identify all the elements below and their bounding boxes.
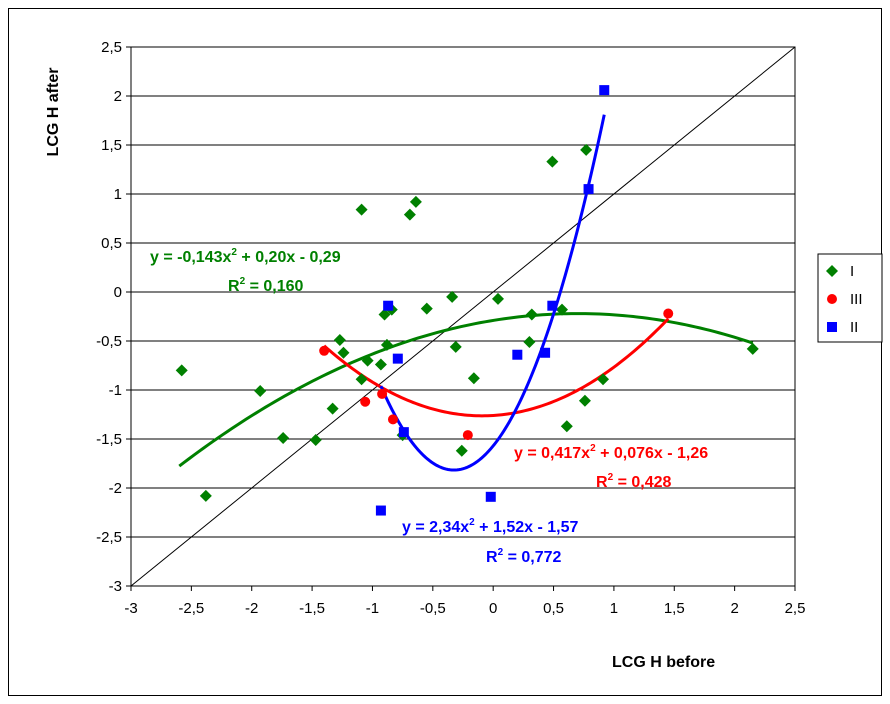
x-tick-label: 1,5 [664, 600, 685, 617]
x-tick-label: -1 [366, 600, 379, 617]
x-tick-label: 1 [610, 600, 618, 617]
data-point-II [512, 349, 523, 360]
data-point-II [375, 505, 386, 516]
data-point-I [746, 342, 759, 355]
legend-label-I: I [850, 263, 854, 280]
x-tick-label: -2,5 [178, 600, 204, 617]
data-point-I [449, 340, 462, 353]
data-point-I [525, 308, 538, 321]
data-point-I [333, 334, 346, 347]
data-point-II [583, 184, 594, 195]
data-point-I [560, 420, 573, 433]
data-point-III [387, 414, 398, 425]
data-point-I [355, 373, 368, 386]
data-point-I [455, 444, 468, 457]
data-point-I [546, 155, 559, 168]
trendline-II [379, 114, 606, 472]
axes: -3 -2,5 -2 -1,5 -1 -0,5 0 0,5 1 1,5 2 2,5 -3 -2,5 -2 -1… [96, 39, 805, 617]
trendline-I [178, 312, 754, 468]
data-point-I [199, 489, 212, 502]
y-tick-label: -2,5 [96, 529, 122, 546]
plot-area-border [130, 46, 796, 587]
x-tick-label: -0,5 [420, 600, 446, 617]
x-tick-label: 0 [489, 600, 497, 617]
legend-marker-I [826, 265, 838, 277]
data-point-II [398, 427, 409, 438]
data-point-I [523, 335, 536, 348]
legend-label-II: II [850, 319, 858, 336]
x-tick-label: -1,5 [299, 600, 325, 617]
data-points [175, 85, 759, 516]
data-point-I [337, 346, 350, 359]
data-point-III [462, 430, 473, 441]
identity-line [130, 46, 796, 587]
data-point-I [580, 143, 593, 156]
trendline-III-r2: R2 = 0,428 [596, 472, 672, 491]
legend-marker-III [827, 294, 837, 304]
x-tick-label: 0,5 [543, 600, 564, 617]
legend-label-III: III [850, 291, 863, 308]
data-point-I [420, 302, 433, 315]
data-point-II [392, 353, 403, 364]
data-point-I [326, 402, 339, 415]
x-tick-label: -2 [245, 600, 258, 617]
x-tick-label: 2,5 [785, 600, 806, 617]
data-point-I [578, 394, 591, 407]
data-point-I [355, 203, 368, 216]
data-point-I [555, 303, 568, 316]
x-tick-label: -3 [124, 600, 137, 617]
y-tick-label: 2,5 [101, 39, 122, 56]
y-tick-label: 2 [114, 88, 122, 105]
data-point-III [360, 396, 371, 407]
trendline-I-equation: y = -0,143x2 + 0,20x - 0,29 [150, 247, 341, 266]
y-tick-label: 0,5 [101, 235, 122, 252]
trendline-III [323, 317, 670, 418]
data-point-III [377, 388, 388, 399]
data-point-II [383, 300, 394, 311]
data-point-I [446, 290, 459, 303]
data-point-I [309, 433, 322, 446]
data-point-I [254, 384, 267, 397]
data-point-I [403, 208, 416, 221]
data-point-I [374, 358, 387, 371]
trendline-II-r2: R2 = 0,772 [486, 547, 562, 566]
legend-marker-II [827, 322, 837, 332]
data-point-II [485, 491, 496, 502]
x-axis-title: LCG H before [612, 654, 715, 671]
y-axis-title: LCG H after [45, 68, 62, 157]
trendline-I-r2: R2 = 0,160 [228, 276, 304, 295]
data-point-I [467, 372, 480, 385]
data-point-I [378, 308, 391, 321]
data-point-I [597, 373, 610, 386]
y-tick-label: -1 [109, 382, 122, 399]
trendline-II-equation: y = 2,34x2 + 1,52x - 1,57 [402, 517, 578, 536]
data-point-II [547, 300, 558, 311]
data-point-III [663, 308, 674, 319]
x-tick-label: 2 [730, 600, 738, 617]
data-point-I [361, 354, 374, 367]
data-point-III [319, 345, 330, 356]
data-point-I [492, 292, 505, 305]
trendline-III-equation: y = 0,417x2 + 0,076x - 1,26 [514, 443, 708, 462]
data-point-I [409, 195, 422, 208]
y-tick-label: -2 [109, 480, 122, 497]
y-tick-label: 1 [114, 186, 122, 203]
y-tick-label: -1,5 [96, 431, 122, 448]
y-tick-label: 0 [114, 284, 122, 301]
data-point-II [540, 347, 551, 358]
y-tick-label: -3 [109, 578, 122, 595]
y-tick-label: 1,5 [101, 137, 122, 154]
trendlines [178, 114, 754, 472]
data-point-I [380, 338, 393, 351]
y-tick-label: -0,5 [96, 333, 122, 350]
data-point-II [599, 85, 610, 96]
data-point-I [175, 364, 188, 377]
data-point-I [277, 432, 290, 445]
diagonal-line [130, 46, 796, 587]
chart-frame [8, 8, 882, 696]
